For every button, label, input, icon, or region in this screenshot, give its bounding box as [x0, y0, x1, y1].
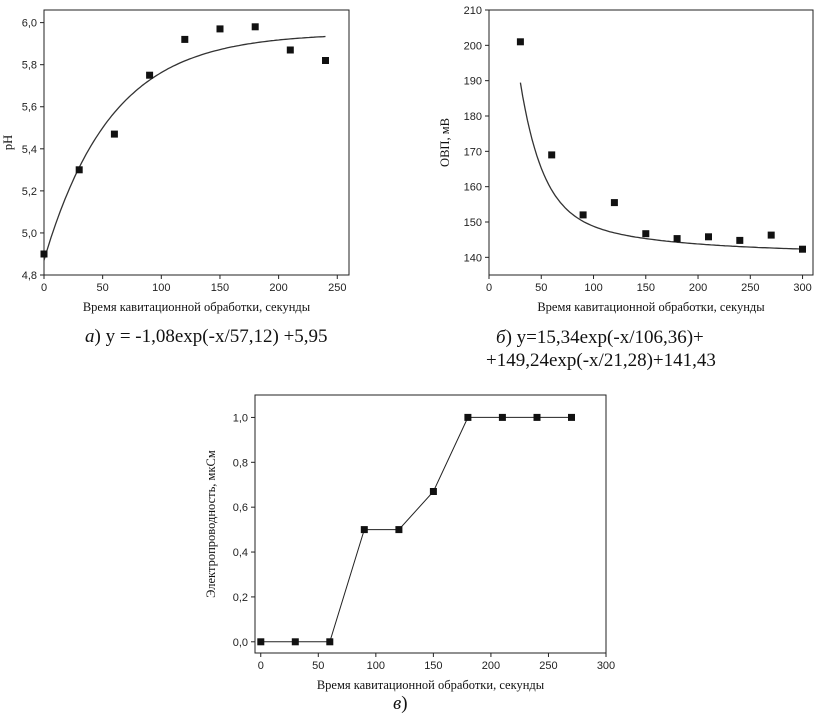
- b-x-tick-label: 200: [689, 282, 707, 294]
- b-y-tick-label: 170: [464, 146, 482, 158]
- a-data-point: [216, 25, 224, 33]
- b-x-tick-label: 100: [584, 282, 602, 294]
- b-y-tick-label: 210: [464, 5, 482, 17]
- c-x-axis-label: Время кавитационной обработки, секунды: [317, 678, 545, 692]
- a-data-point: [110, 130, 118, 138]
- c-y-tick-label: 0,4: [233, 547, 248, 559]
- a-data-point: [40, 250, 48, 258]
- a-data-point: [251, 23, 259, 31]
- c-plot-frame: [254, 394, 607, 654]
- a-x-axis-label: Время кавитационной обработки, секунды: [83, 300, 311, 314]
- b-data-point: [767, 231, 775, 239]
- b-y-tick-label: 160: [464, 182, 482, 194]
- b-y-tick-label: 140: [464, 252, 482, 264]
- b-y-axis-label: ОВП, мВ: [438, 118, 452, 167]
- b-x-tick-label: 0: [486, 282, 492, 294]
- caption-a: а) y = -1,08exp(-x/57,12) +5,95: [85, 326, 328, 348]
- c-x-tick-label: 300: [597, 660, 615, 672]
- c-data-point: [429, 488, 437, 495]
- c-data-point: [464, 413, 472, 421]
- b-data-point: [673, 235, 681, 243]
- c-x-tick-label: 50: [312, 660, 324, 672]
- a-y-tick-label: 5,6: [22, 102, 37, 114]
- caption-c: в): [393, 693, 408, 715]
- a-data-point: [286, 46, 294, 54]
- c-series-line: [260, 416, 572, 643]
- c-y-tick-label: 0,8: [233, 457, 248, 469]
- a-y-tick-label: 5,2: [22, 186, 37, 198]
- c-data-point: [360, 526, 368, 534]
- b-y-tick-label: 150: [464, 217, 482, 229]
- c-x-tick-label: 200: [482, 660, 500, 672]
- c-x-tick-label: 100: [367, 660, 385, 672]
- b-y-tick-label: 200: [464, 40, 482, 52]
- b-data-point: [548, 151, 556, 159]
- b-data-point: [736, 236, 744, 244]
- a-y-axis-label: pH: [1, 135, 15, 150]
- caption-b-formula-line2: +149,24exp(-x/21,28)+141,43: [486, 350, 716, 371]
- b-data-point: [799, 245, 806, 253]
- b-x-tick-label: 250: [741, 282, 759, 294]
- a-x-tick-label: 100: [152, 282, 170, 294]
- c-y-tick-label: 1,0: [233, 412, 248, 424]
- c-data-point: [326, 638, 334, 646]
- b-x-tick-label: 150: [637, 282, 655, 294]
- b-x-axis-label: Время кавитационной обработки, секунды: [537, 300, 765, 314]
- a-x-tick-label: 250: [328, 282, 346, 294]
- a-y-tick-label: 4,8: [22, 270, 37, 282]
- caption-a-letter: а: [85, 326, 95, 347]
- a-y-tick-label: 5,0: [22, 228, 37, 240]
- b-data-point: [516, 38, 524, 46]
- chart-c-conductivity: 0 50 100 150 200 250 300 0,0 0,2 0,4 0,6 0,8 1,0 Врем…: [204, 394, 615, 692]
- caption-c-letter: в: [393, 693, 402, 714]
- b-y-tick-label: 180: [464, 111, 482, 123]
- b-data-point: [579, 211, 587, 219]
- c-data-point: [257, 638, 265, 646]
- a-fit-curve: [43, 35, 326, 261]
- c-data-point: [568, 413, 575, 421]
- a-data-point: [146, 71, 154, 79]
- a-x-tick-label: 0: [41, 282, 47, 294]
- caption-b-formula: ) y=15,34exp(-x/106,36)+: [505, 327, 704, 348]
- b-data-point: [610, 199, 618, 207]
- caption-b: б) y=15,34exp(-x/106,36)+: [496, 327, 704, 349]
- a-data-point: [75, 166, 83, 174]
- chart-b-orp: 0 50 100 150 200 250 300 140 150 160 170 180 190 200 2…: [438, 5, 814, 314]
- b-x-tick-label: 50: [535, 282, 547, 294]
- c-data-point: [533, 413, 541, 421]
- c-x-tick-label: 150: [424, 660, 442, 672]
- a-data-point: [181, 35, 189, 43]
- caption-b-line2: +149,24exp(-x/21,28)+141,43: [486, 350, 716, 372]
- b-fit-curve: [519, 82, 803, 250]
- c-x-tick-label: 0: [258, 660, 264, 672]
- chart-a-ph: 0 50 100 150 200 250 4,8 5,0 5,2 5,4 5,6 5,8 6,0 Врем…: [1, 9, 350, 314]
- c-x-tick-label: 250: [539, 660, 557, 672]
- c-y-tick-label: 0,6: [233, 502, 248, 514]
- a-y-tick-label: 5,4: [22, 144, 37, 156]
- a-x-tick-label: 200: [269, 282, 287, 294]
- caption-b-letter: б: [496, 327, 506, 348]
- c-y-axis-label: Электропроводность, мкСм: [204, 450, 218, 598]
- a-x-tick-label: 50: [97, 282, 109, 294]
- a-y-tick-label: 6,0: [22, 18, 37, 30]
- b-y-tick-label: 190: [464, 76, 482, 88]
- b-data-point: [705, 233, 712, 241]
- c-y-tick-label: 0,2: [233, 592, 248, 604]
- b-plot-frame: [488, 9, 814, 276]
- c-data-point: [395, 526, 403, 534]
- a-y-tick-label: 5,8: [22, 60, 37, 72]
- caption-a-formula: ) y = -1,08exp(-x/57,12) +5,95: [94, 326, 328, 347]
- b-data-point: [642, 230, 650, 238]
- b-x-tick-label: 300: [793, 282, 811, 294]
- c-data-point: [498, 413, 506, 421]
- c-y-tick-label: 0,0: [233, 637, 248, 649]
- a-data-point: [322, 57, 329, 64]
- caption-c-formula: ): [401, 693, 408, 714]
- a-x-tick-label: 150: [211, 282, 229, 294]
- c-data-point: [291, 638, 299, 646]
- a-plot-frame: [43, 9, 350, 276]
